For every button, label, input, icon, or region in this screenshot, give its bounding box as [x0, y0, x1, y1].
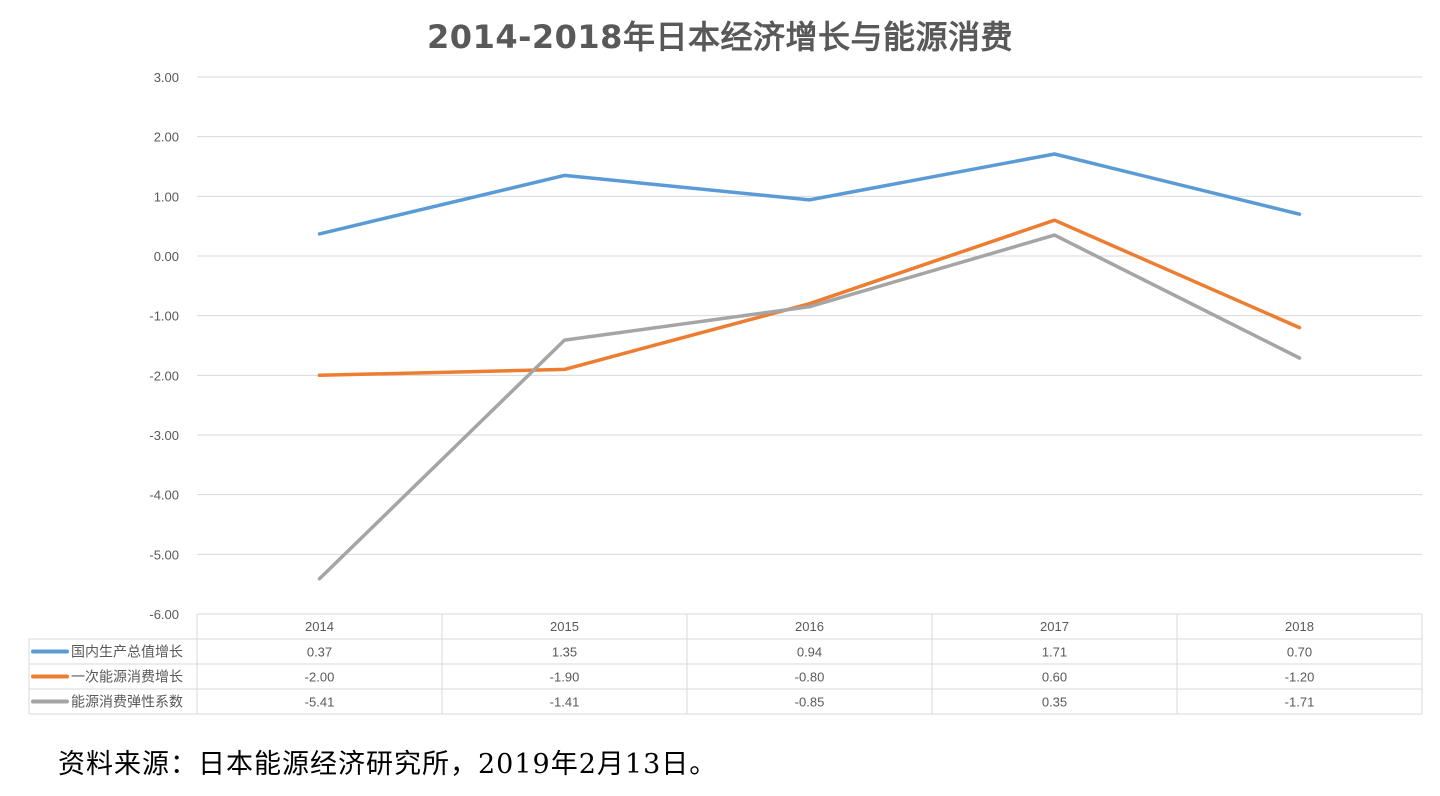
- y-tick-label: -1.00: [149, 309, 179, 324]
- data-label: -2.00: [305, 670, 335, 685]
- y-tick-label: -5.00: [149, 547, 179, 562]
- y-tick-label: -4.00: [149, 488, 179, 503]
- chart-title: 2014-2018年日本经济增长与能源消费: [427, 18, 1013, 56]
- data-label: 0.60: [1042, 670, 1067, 685]
- data-label: 1.71: [1042, 645, 1067, 660]
- series-line: [317, 218, 1302, 378]
- y-tick-label: 2.00: [154, 130, 179, 145]
- data-label: -0.85: [795, 695, 825, 710]
- data-label: -5.41: [305, 695, 335, 710]
- legend-label: 一次能源消费增长: [71, 670, 183, 686]
- series-lines: [317, 152, 1302, 581]
- x-category-label: 2016: [795, 619, 824, 634]
- data-label: 1.35: [552, 645, 577, 660]
- x-category-label: 2014: [305, 619, 334, 634]
- y-tick-label: 0.00: [154, 249, 179, 264]
- x-category-label: 2015: [550, 619, 579, 634]
- x-category-label: 2018: [1285, 619, 1314, 634]
- data-label: 0.37: [307, 645, 332, 660]
- legend-label: 国内生产总值增长: [71, 645, 183, 661]
- data-label: -1.20: [1285, 670, 1315, 685]
- y-axis-tick-labels: 3.00 2.00 1.00 0.00 -1.00 -2.00 -3.00 -4.00 -5.0…: [149, 70, 179, 622]
- series-line: [317, 152, 1302, 236]
- data-label: 0.94: [797, 645, 822, 660]
- x-category-label: 2017: [1040, 619, 1069, 634]
- data-label: -1.90: [550, 670, 580, 685]
- y-tick-label: -2.00: [149, 368, 179, 383]
- data-label: 0.35: [1042, 695, 1067, 710]
- y-tick-label: -3.00: [149, 428, 179, 443]
- y-tick-label: -6.00: [149, 607, 179, 622]
- data-label: 0.70: [1287, 645, 1312, 660]
- gridlines: [197, 76, 1422, 615]
- series-line: [317, 233, 1302, 581]
- y-tick-label: 3.00: [154, 70, 179, 85]
- data-label: -0.80: [795, 670, 825, 685]
- data-label: -1.71: [1285, 695, 1315, 710]
- legend-label: 能源消费弹性系数: [71, 695, 183, 711]
- y-tick-label: 1.00: [154, 189, 179, 204]
- data-table: 2014 2015 2016 2017 2018 国内生产总值增长 0.37 1.35 0.94…: [28, 613, 1423, 715]
- data-label: -1.41: [550, 695, 580, 710]
- source-note: 资料来源：日本能源经济研究所，2019年2月13日。: [58, 749, 718, 780]
